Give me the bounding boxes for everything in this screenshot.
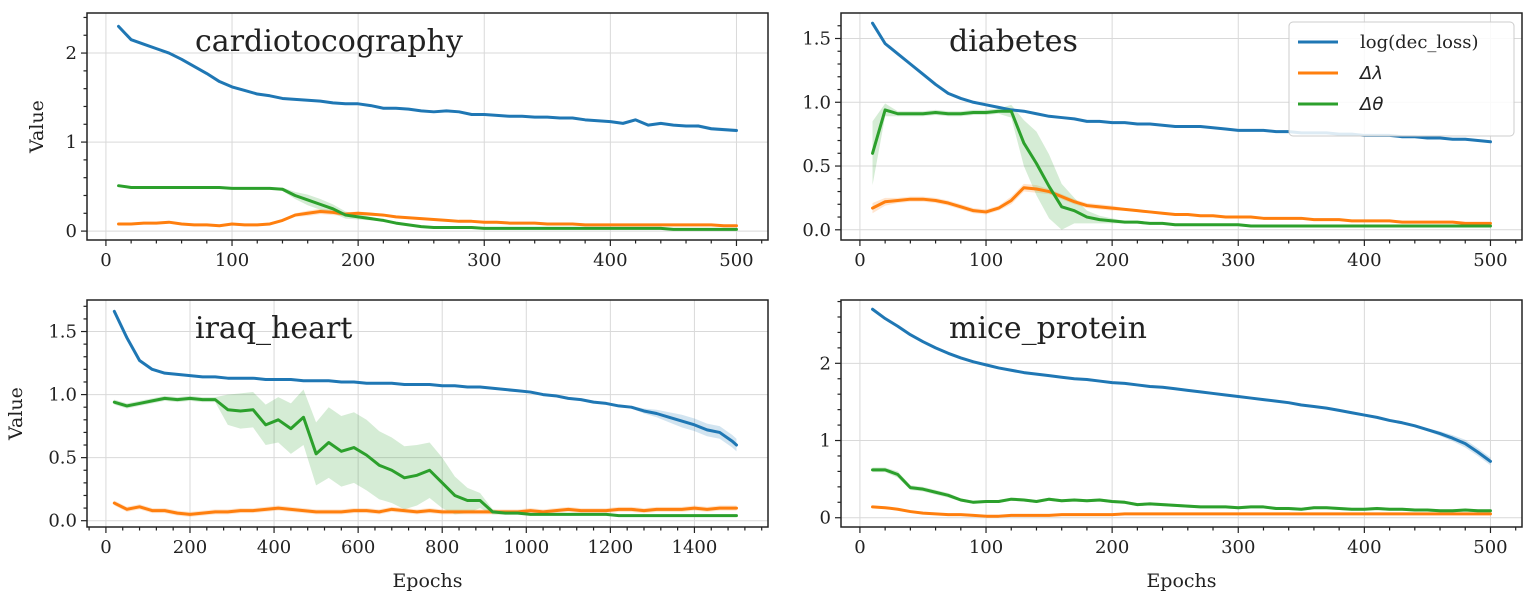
x-tick-label: 200 xyxy=(173,537,207,558)
x-tick-label: 600 xyxy=(341,537,375,558)
x-tick-label: 1400 xyxy=(672,537,718,558)
series-line-1 xyxy=(112,501,738,516)
y-tick-label: 0 xyxy=(820,508,831,529)
x-tick-label: 500 xyxy=(719,250,753,271)
legend-label: Δθ xyxy=(1358,94,1383,115)
x-tick-label: 500 xyxy=(1473,250,1507,271)
x-tick-label: 100 xyxy=(215,250,249,271)
grid xyxy=(841,300,1522,527)
legend-label: Δλ xyxy=(1358,63,1383,84)
x-tick-label: 200 xyxy=(341,250,375,271)
series-band-2 xyxy=(114,389,737,516)
x-tick-label: 100 xyxy=(969,250,1003,271)
panel-0: 0 100 200 300 400 500 0 1 2 cardiotocography Value xyxy=(26,12,769,271)
y-tick-label: 1 xyxy=(820,431,831,452)
y-tick-label: 1.5 xyxy=(802,29,831,50)
y-axis-label: Value xyxy=(26,100,48,154)
series-line-2 xyxy=(871,108,1492,228)
x-axis-label: Epochs xyxy=(1146,570,1216,592)
legend-box xyxy=(1288,21,1515,137)
y-tick-label: 0.0 xyxy=(802,220,831,241)
x-tick-label: 0 xyxy=(100,250,111,271)
series-line-0 xyxy=(871,307,1492,463)
x-tick-label: 100 xyxy=(969,537,1003,558)
plot-frame xyxy=(840,299,1523,528)
legend-label: log(dec_loss) xyxy=(1360,32,1479,53)
x-tick-label: 400 xyxy=(257,537,291,558)
y-tick-label: 0.5 xyxy=(802,156,831,177)
x-tick-label: 0 xyxy=(100,537,111,558)
series-band-1 xyxy=(118,208,737,226)
x-tick-label: 200 xyxy=(1095,250,1129,271)
x-tick-label: 1200 xyxy=(587,537,633,558)
panel-1: 0 100 200 300 400 500 0.0 0.5 1.0 1.5 diabetes xyxy=(802,12,1523,271)
series-line-2 xyxy=(117,184,738,231)
y-tick-label: 1.5 xyxy=(48,322,77,343)
x-tick-label: 0 xyxy=(854,250,865,271)
y-tick-label: 0.5 xyxy=(48,448,77,469)
y-tick-label: 2 xyxy=(820,353,831,374)
series-band-1 xyxy=(114,500,737,517)
panel-2: 0 200 400 600 800 1000 1200 1400 0.0 0.5 1.0 1.5 ira… xyxy=(5,299,769,592)
plot-frame xyxy=(840,12,1523,241)
y-axis-label: Value xyxy=(5,387,27,441)
y-tick-label: 1.0 xyxy=(48,385,77,406)
y-tick-label: 1 xyxy=(66,132,77,153)
grid xyxy=(87,13,768,240)
series-line-1 xyxy=(871,505,1492,518)
grid xyxy=(87,300,768,527)
series-line-0 xyxy=(112,309,738,447)
x-tick-label: 1000 xyxy=(503,537,549,558)
panel-title: cardiotocography xyxy=(195,24,463,59)
series-band-2 xyxy=(872,103,1491,230)
x-tick-label: 800 xyxy=(425,537,459,558)
series-line-1 xyxy=(117,210,738,228)
x-tick-label: 300 xyxy=(1221,250,1255,271)
x-tick-label: 200 xyxy=(1095,537,1129,558)
x-tick-label: 400 xyxy=(593,250,627,271)
plot-area xyxy=(117,24,738,231)
x-tick-label: 400 xyxy=(1347,250,1381,271)
x-tick-label: 0 xyxy=(854,537,865,558)
plot-frame xyxy=(86,299,769,528)
x-tick-label: 300 xyxy=(1221,537,1255,558)
panel-title: mice_protein xyxy=(949,311,1147,346)
series-line-0 xyxy=(117,24,738,133)
x-tick-label: 500 xyxy=(1473,537,1507,558)
plot-frame xyxy=(86,12,769,241)
y-tick-label: 2 xyxy=(66,43,77,64)
plot-area xyxy=(112,309,738,518)
panel-title: iraq_heart xyxy=(195,311,352,346)
y-tick-label: 0.0 xyxy=(48,511,77,532)
series-line-2 xyxy=(112,396,738,518)
y-tick-label: 0 xyxy=(66,221,77,242)
plot-area xyxy=(871,307,1492,518)
series-line-1 xyxy=(871,186,1492,225)
series-band-2 xyxy=(118,185,737,230)
legend: log(dec_loss) Δλ Δθ xyxy=(1288,21,1515,137)
series-line-2 xyxy=(871,468,1492,513)
x-tick-label: 300 xyxy=(467,250,501,271)
x-axis-label: Epochs xyxy=(392,570,462,592)
panel-title: diabetes xyxy=(949,24,1078,59)
y-tick-label: 1.0 xyxy=(802,92,831,113)
panel-3: 0 100 200 300 400 500 0 1 2 mice_protein Epochs xyxy=(820,299,1523,592)
x-tick-label: 400 xyxy=(1347,537,1381,558)
series-band-1 xyxy=(872,183,1491,224)
